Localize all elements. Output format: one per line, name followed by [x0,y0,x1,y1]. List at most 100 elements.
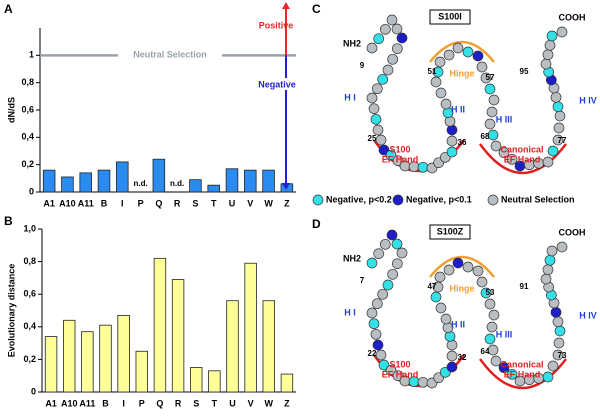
ef-hand-label: Canonical [500,359,543,369]
residue [552,316,564,328]
residue [370,328,382,340]
y-tick-label: 0,6 [21,104,34,114]
residue [554,325,566,337]
annotation: Negative [258,79,296,89]
residue [544,254,556,266]
diagram-label: H IV [579,95,597,105]
diagram-title: S100Z [437,226,464,236]
ef-hand-label: EF Hand [504,154,541,164]
residue [434,271,446,283]
legend-swatch [392,194,404,206]
residue [546,30,558,42]
residue [379,238,391,250]
residue [484,83,496,95]
residue [506,368,518,380]
negative-arrowhead [282,183,290,190]
residue-number: 64 [481,347,490,356]
residue-number: 47 [428,282,437,291]
residue [366,42,378,54]
x-tick-label: B [102,398,109,408]
residue [506,153,518,165]
x-tick-label: A11 [79,398,95,408]
y-tick-label: 0 [29,186,34,196]
bar [116,161,129,193]
residue [387,53,399,65]
legend-label: Neutral Selection [501,194,575,204]
residue [446,124,458,136]
panel-label: B [4,214,13,228]
residue [372,124,384,136]
residue [375,134,387,146]
residue [554,110,566,122]
residue [462,46,474,58]
residue-number: 77 [558,136,567,145]
residue [373,248,385,260]
y-tick-label: 0,6 [23,289,36,299]
bar [207,184,220,193]
residue [553,122,565,134]
residue-number: 53 [486,288,495,297]
residue [366,257,378,269]
residue [444,115,456,127]
x-tick-label: U [229,398,236,408]
residue [484,118,496,130]
residue [546,245,558,257]
diagram-label: NH2 [343,253,361,263]
residue [368,318,380,330]
y-tick-label: 0,2 [21,159,34,169]
residue [435,302,447,314]
bar [44,336,58,393]
residue-number: 68 [481,132,490,141]
y-axis-label: dN/dS [6,97,16,123]
diagram-label: Hinge [449,283,474,293]
residue [486,106,498,118]
residue [553,337,565,349]
residue-number: 32 [458,353,467,362]
residue [542,49,554,61]
residue [377,288,389,300]
x-tick-label: S [193,398,199,408]
residue [487,129,499,141]
bar [171,279,185,393]
residue [417,376,429,388]
bar [117,314,130,393]
residue [386,14,398,26]
bar [226,300,239,393]
residue [540,273,552,285]
residue-number: 36 [458,138,467,147]
residue [446,135,458,147]
x-tick-label: W [265,398,274,408]
residue [488,94,500,106]
bar [190,367,203,393]
x-tick-label: T [212,398,218,408]
residue [446,146,458,158]
y-tick-label: 1 [29,50,34,60]
residue-number: 57 [486,73,495,82]
x-tick-label: A1 [45,398,57,408]
residue [446,361,458,373]
hinge-arc [429,40,495,63]
residue [552,134,564,146]
residue [556,241,568,253]
residue [550,91,562,103]
bar [262,169,275,193]
x-tick-label: A10 [59,198,76,208]
bar [99,324,112,393]
residue [480,72,492,84]
diagram-title: S100I [438,11,462,21]
residue [556,26,568,38]
residue [490,140,502,152]
residue [476,276,488,288]
bar [79,172,92,193]
bar [225,168,239,193]
positive-arrowhead [282,2,290,9]
bar [42,169,56,193]
residue [490,355,502,367]
panel-label: D [312,217,321,231]
residue [498,362,510,374]
bar [152,158,166,193]
residue [417,161,429,173]
residue [552,349,564,361]
residue-number: 22 [368,349,377,358]
